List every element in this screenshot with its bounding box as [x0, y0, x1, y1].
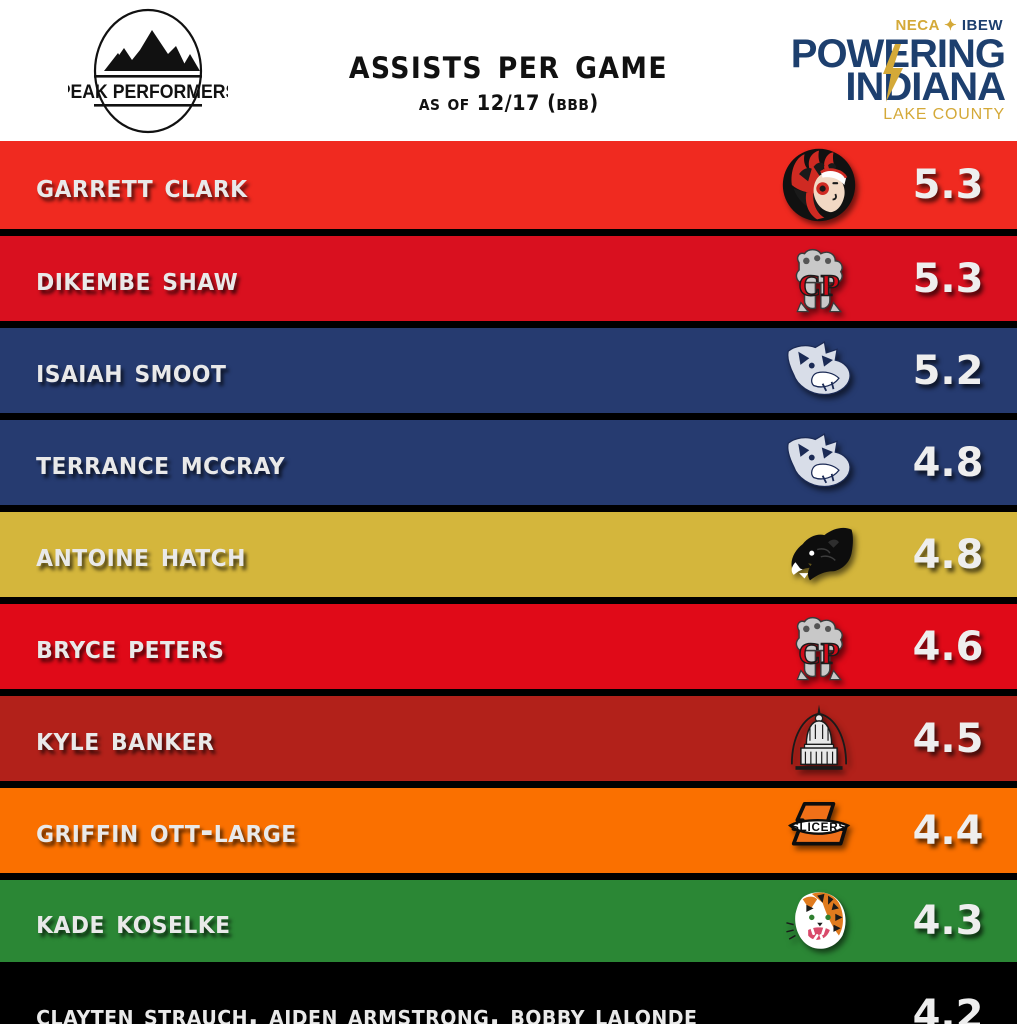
table-row[interactable]: Kade Koselke 4.3 [0, 880, 1017, 962]
capitol-dome-icon [759, 696, 879, 781]
stat-value: 5.3 [912, 162, 984, 208]
stat-value: 4.4 [912, 807, 984, 854]
stat-value: 5.2 [912, 347, 984, 394]
team-logo-empty [759, 969, 879, 1024]
tiger-head-icon [759, 880, 879, 962]
page-subtitle: As of 12/17 (BBB) [418, 90, 599, 115]
table-row[interactable]: Terrance Mccray 4.8 [0, 420, 1017, 505]
table-row[interactable]: Antoine Hatch 4.8 [0, 512, 1017, 597]
indiana-text: INDIANA [845, 65, 1006, 109]
title-block: Assists Per Game As of 12/17 (BBB) [0, 0, 1017, 141]
lightning-bolt-icon: ✦ [944, 17, 958, 34]
slicers-l-icon [759, 788, 879, 873]
stat-value: 4.8 [912, 439, 984, 486]
table-row[interactable]: Isaiah Smoot 5.2 [0, 328, 1017, 413]
neca-text: NECA [895, 17, 940, 34]
cp-bulldog-icon [759, 604, 879, 689]
header: PEAK PERFORMERS Assists Per Game As of 1… [0, 0, 1017, 141]
player-name: Terrance Mccray [36, 443, 286, 482]
wildcat-head-icon [759, 420, 879, 505]
lake-county-text: LAKE COUNTY [883, 106, 1005, 123]
cp-bulldog-icon [759, 236, 879, 321]
neca-ibew-label: NECA ✦ IBEW [783, 18, 1005, 33]
table-row[interactable]: Dikembe Shaw 5.3 [0, 236, 1017, 321]
stat-value: 4.2 [912, 992, 984, 1024]
stat-value: 4.6 [912, 623, 984, 670]
player-name: Kyle Banker [36, 719, 215, 758]
powering-indiana-logo: NECA ✦ IBEW POWERING INDIANA LAKE COUNTY [783, 18, 1006, 126]
stat-value: 5.3 [912, 255, 984, 302]
panther-head-icon [759, 512, 879, 597]
player-name: Kade Koselke [36, 901, 231, 941]
player-name: Dikembe Shaw [36, 259, 239, 298]
player-name: Bryce Peters [36, 627, 225, 666]
powering-text: POWERING [790, 32, 1006, 76]
ibew-text: IBEW [961, 17, 1003, 34]
player-name: Griffin Ott-Large [36, 811, 297, 850]
table-row[interactable]: Clayten Strauch, Aiden Armstrong, Bobby … [0, 969, 1017, 1024]
page-title: Assists Per Game [348, 38, 669, 88]
table-row[interactable]: Garrett Clark 5.3 [0, 141, 1017, 229]
peak-performers-logo: PEAK PERFORMERS [59, 8, 237, 134]
chief-head-icon [759, 141, 879, 229]
leaderboard-rows: Garrett Clark 5.3 Dikembe Shaw 5.3 Isaiah Sm… [0, 141, 1017, 1024]
table-row[interactable]: Kyle Banker 4.5 [0, 696, 1017, 781]
stat-value: 4.3 [912, 898, 984, 944]
player-name: Clayten Strauch, Aiden Armstrong, Bobby … [36, 998, 698, 1024]
player-name: Isaiah Smoot [36, 351, 227, 390]
stat-value: 4.8 [912, 531, 984, 578]
peak-performers-text: PEAK PERFORMERS [68, 80, 228, 102]
stat-value: 4.5 [912, 715, 984, 762]
table-row[interactable]: Griffin Ott-Large 4.4 [0, 788, 1017, 873]
wildcat-head-icon [759, 328, 879, 413]
player-name: Garrett Clark [36, 165, 248, 205]
player-name: Antoine Hatch [36, 535, 246, 574]
table-row[interactable]: Bryce Peters 4.6 [0, 604, 1017, 689]
